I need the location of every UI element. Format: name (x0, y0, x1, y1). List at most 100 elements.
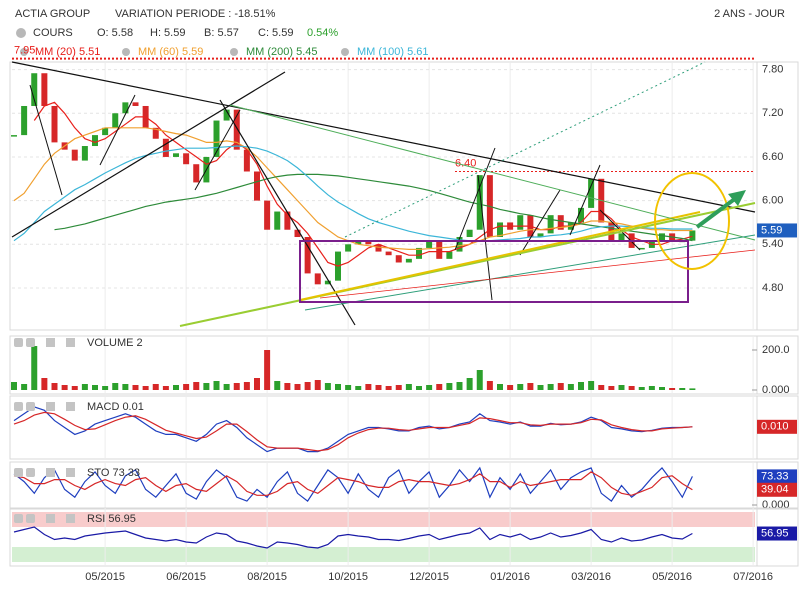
level-label: 7.95 (14, 45, 35, 57)
legend-entry: MM (20) 5.51 (35, 46, 100, 58)
volume-bar (335, 384, 341, 390)
volume-bar (213, 381, 220, 390)
period[interactable]: 2 ANS - JOUR (714, 8, 785, 20)
settings-icon[interactable] (230, 48, 238, 56)
volume-bar (355, 386, 362, 390)
panel-button[interactable] (26, 468, 35, 477)
candle (264, 200, 271, 230)
candle (385, 251, 392, 256)
value-box (757, 223, 797, 238)
candle (395, 255, 402, 263)
volume-bar (142, 386, 149, 390)
candle (21, 105, 28, 136)
settings-icon[interactable] (341, 48, 349, 56)
panel-button[interactable] (46, 514, 55, 523)
trend-line (229, 104, 756, 241)
trend-line (344, 61, 706, 238)
volume-bar (628, 386, 635, 390)
candle (233, 109, 240, 150)
volume-bar (243, 382, 250, 390)
volume-bar (497, 384, 503, 390)
candle (173, 153, 179, 157)
panel-button[interactable] (66, 514, 75, 523)
panel-button[interactable] (46, 338, 55, 347)
volume-bar (517, 384, 524, 390)
candle (355, 240, 362, 245)
x-tick-label: 03/2016 (571, 571, 611, 583)
volume-bar (547, 384, 554, 390)
panel-button[interactable] (26, 338, 35, 347)
volume-bar (385, 386, 392, 390)
panel-title: RSI 56.95 (87, 513, 136, 525)
y-tick-label: 5.40 (762, 238, 783, 250)
candle (416, 247, 422, 259)
volume-bar (183, 384, 190, 390)
panel-button[interactable] (66, 338, 75, 347)
volume-bar (233, 383, 240, 390)
panel-button[interactable] (14, 514, 23, 523)
panel-button[interactable] (46, 468, 55, 477)
volume-bar (537, 385, 544, 390)
value-box-label: 5.59 (761, 224, 782, 236)
panel-button[interactable] (14, 402, 23, 411)
settings-icon[interactable] (20, 48, 28, 56)
panel-button[interactable] (46, 402, 55, 411)
volume-bar (365, 384, 372, 390)
panel-button[interactable] (66, 402, 75, 411)
change-value: 0.54% (307, 27, 338, 39)
candle (81, 146, 88, 161)
volume-bar (405, 384, 412, 390)
volume-bar (466, 378, 473, 390)
trend-line (454, 147, 496, 251)
panel-frame (9, 395, 799, 460)
candle (375, 244, 382, 252)
volume-bar (254, 378, 260, 390)
panel-button[interactable] (26, 514, 35, 523)
volume-bar (81, 384, 88, 390)
trend-line (194, 109, 241, 191)
x-tick-label: 05/2015 (85, 571, 125, 583)
trend-line (99, 94, 136, 166)
volume-bar (31, 346, 38, 390)
x-tick-label: 08/2015 (247, 571, 287, 583)
candle (112, 113, 119, 128)
candle (578, 207, 584, 223)
volume-bar (223, 384, 230, 390)
volume-bar (669, 388, 676, 390)
y-tick-label: 6.60 (762, 151, 783, 163)
candle (689, 230, 696, 241)
panel-button[interactable] (14, 338, 23, 347)
volume-bar (41, 378, 48, 390)
trend-line (519, 189, 561, 256)
panel-button[interactable] (66, 468, 75, 477)
candle (51, 105, 58, 143)
trend-line (179, 202, 756, 327)
settings-icon[interactable] (122, 48, 130, 56)
trend-line (11, 61, 756, 213)
candle (345, 244, 352, 252)
value-box (757, 469, 797, 484)
panel-button[interactable] (14, 468, 23, 477)
ohlc-value: C: 5.59 (258, 27, 293, 39)
volume-bar (92, 385, 98, 390)
candle (405, 258, 412, 263)
volume-bar (61, 385, 68, 390)
series-line (33, 101, 693, 267)
toolbar-icons (16, 28, 349, 56)
panel-frame (9, 461, 799, 510)
panel-frame (9, 335, 799, 395)
x-tick-label: 10/2015 (328, 571, 368, 583)
trend-line (319, 249, 756, 299)
candle (274, 211, 281, 230)
candle (618, 233, 625, 241)
panel-button[interactable] (26, 402, 35, 411)
settings-icon[interactable] (16, 28, 26, 38)
volume-bar (446, 383, 453, 390)
y-tick-label: 0.000 (762, 499, 790, 511)
trend-line (219, 99, 356, 326)
volume-bar (578, 382, 584, 390)
band (12, 512, 755, 527)
candle (517, 215, 524, 230)
y-tick-label: 6.00 (762, 195, 783, 207)
